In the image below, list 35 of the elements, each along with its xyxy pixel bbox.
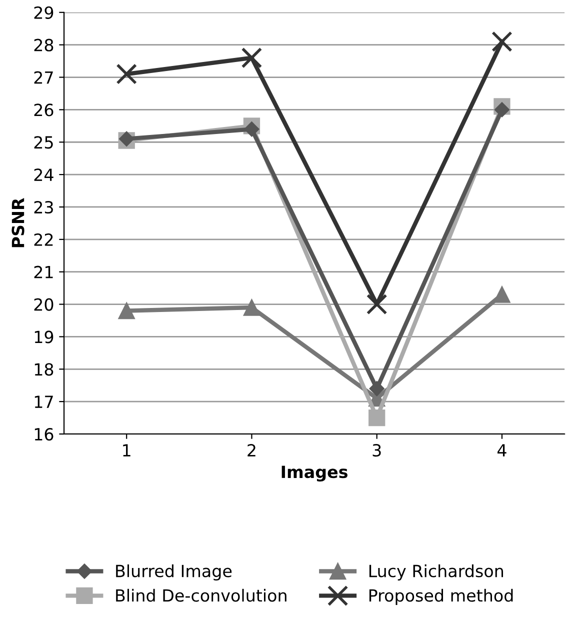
point bbox=[494, 286, 510, 303]
point bbox=[243, 299, 260, 316]
point bbox=[118, 302, 135, 320]
point bbox=[244, 122, 260, 137]
y-tick-label: 20 bbox=[34, 298, 54, 311]
y-tick-label: 28 bbox=[34, 38, 54, 52]
y-tick-label: 22 bbox=[34, 233, 53, 246]
point bbox=[116, 64, 138, 84]
y-tick-label: 17 bbox=[34, 396, 53, 408]
y-axis-title: PSNR bbox=[12, 198, 24, 248]
y-tick-label: 24 bbox=[34, 168, 54, 181]
y-tick-label: 23 bbox=[34, 200, 53, 214]
y-tick-label: 25 bbox=[34, 136, 53, 149]
x-tick-label: 3 bbox=[372, 444, 381, 457]
point bbox=[368, 409, 386, 426]
point bbox=[492, 31, 512, 52]
y-tick-label: 29 bbox=[34, 6, 54, 19]
legend-label: Blurred Image bbox=[116, 564, 232, 581]
point bbox=[494, 102, 510, 118]
legend-label: Blind De-convolution bbox=[116, 588, 286, 602]
y-tick-label: 19 bbox=[34, 330, 54, 344]
point bbox=[369, 381, 384, 396]
x-tick-label: 2 bbox=[248, 444, 256, 456]
y-tick-label: 16 bbox=[34, 428, 54, 441]
y-tick-label: 26 bbox=[34, 104, 54, 116]
point bbox=[366, 294, 388, 315]
legend-label: Proposed method bbox=[369, 588, 513, 605]
legend-label: Lucy Richardson bbox=[369, 564, 504, 581]
x-tick-label: 4 bbox=[497, 444, 506, 456]
y-tick-label: 21 bbox=[34, 266, 53, 278]
x-tick-label: 1 bbox=[123, 444, 130, 456]
x-axis-title: Images bbox=[282, 466, 348, 482]
point bbox=[241, 47, 262, 68]
y-tick-label: 27 bbox=[34, 71, 53, 84]
y-tick-label: 18 bbox=[34, 363, 54, 376]
